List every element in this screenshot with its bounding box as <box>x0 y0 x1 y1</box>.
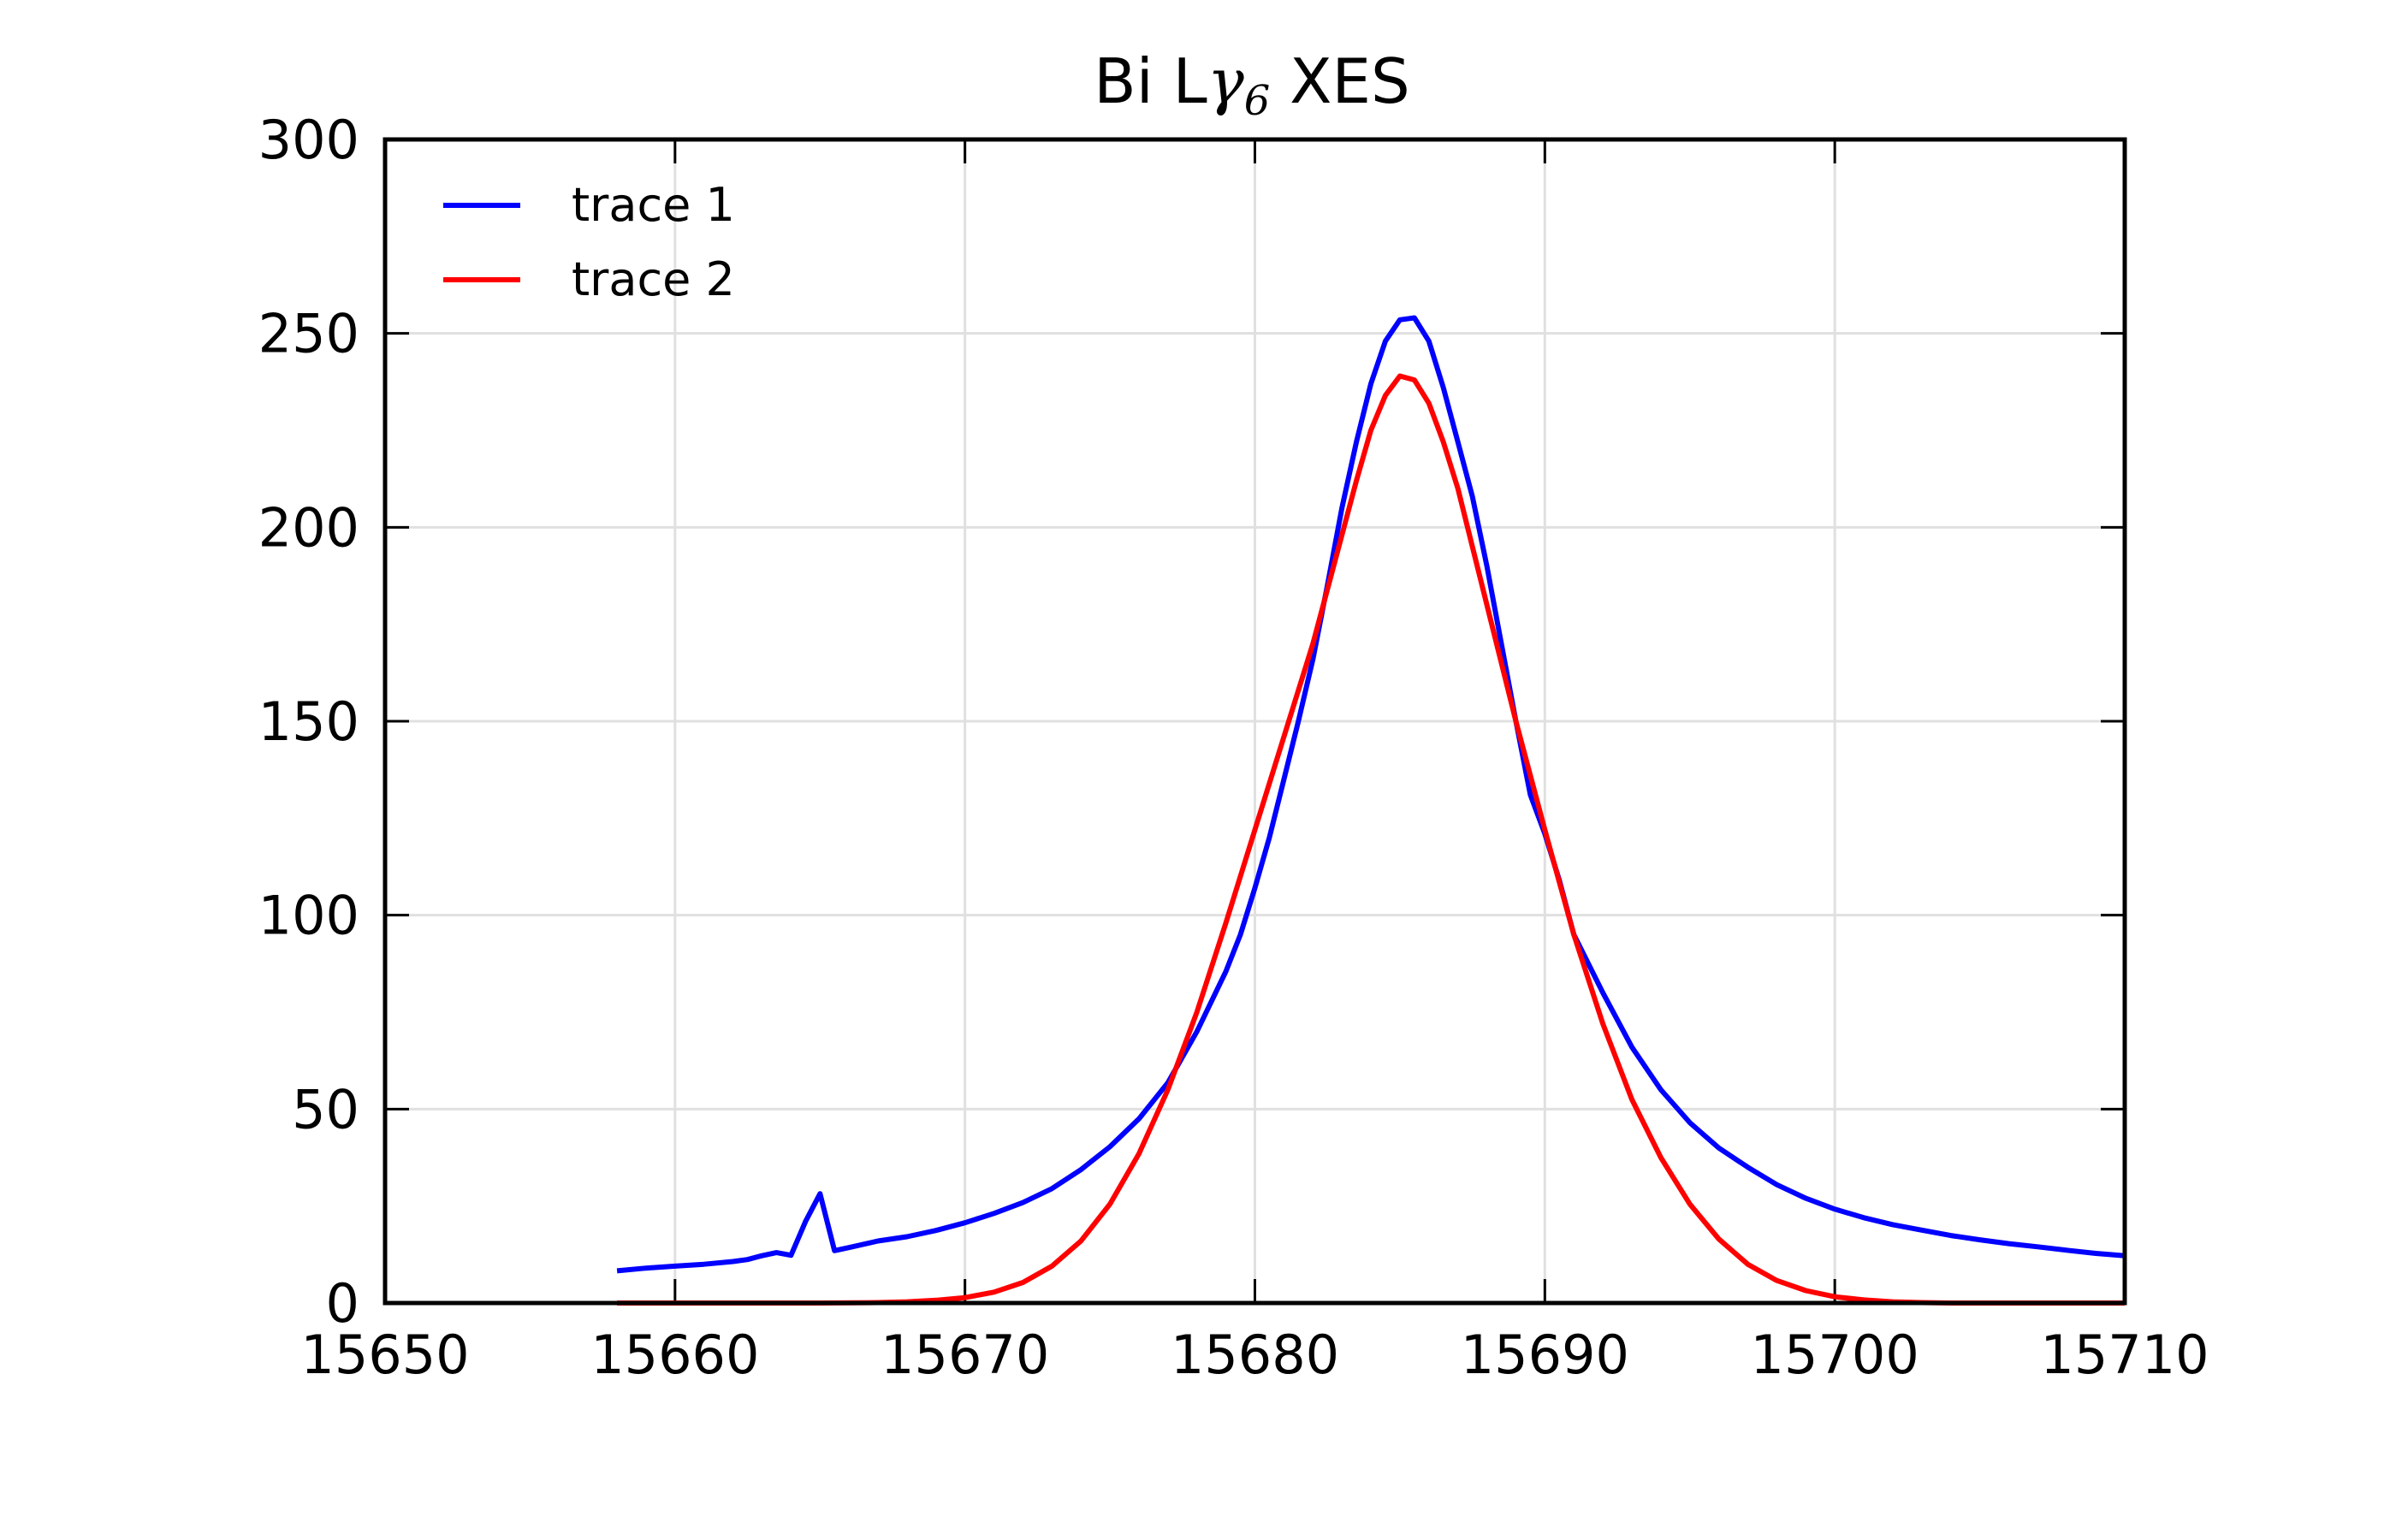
legend-label-1: trace 1 <box>572 178 735 232</box>
x-tick-label: 15680 <box>1171 1324 1339 1386</box>
x-tick-label: 15670 <box>881 1324 1049 1386</box>
y-tick-label: 300 <box>258 109 359 171</box>
y-tick-label: 200 <box>258 496 359 559</box>
legend-label-2: trace 2 <box>572 252 735 306</box>
x-tick-label: 15700 <box>1751 1324 1919 1386</box>
plot-frame <box>383 137 2127 1306</box>
chart-title-symbol: γ <box>1207 45 1245 117</box>
x-tick-label: 15710 <box>2040 1324 2209 1386</box>
grid <box>385 139 2125 1303</box>
chart-title-prefix: Bi L <box>1094 45 1207 117</box>
series-line-1 <box>616 315 2126 1274</box>
series-layer <box>616 315 2126 1306</box>
chart-title-suffix: XES <box>1270 45 1409 117</box>
x-tick-label: 15660 <box>590 1324 759 1386</box>
legend: trace 1 trace 2 <box>443 178 735 306</box>
chart-title-subscript: 6 <box>1244 77 1271 125</box>
y-tick-label: 250 <box>258 303 359 365</box>
series-line-2 <box>617 373 2125 1306</box>
y-tick-label: 50 <box>292 1078 359 1140</box>
y-tick-label: 150 <box>258 690 359 753</box>
tick-labels: 15650 15660 15670 15680 15690 15700 15710 0 50 10… <box>258 109 2209 1386</box>
x-tick-label: 15650 <box>300 1324 469 1386</box>
y-tick-label: 100 <box>258 885 359 947</box>
chart-title: Bi Lγ6 XES <box>1094 45 1409 125</box>
y-tick-label: 0 <box>326 1272 359 1335</box>
x-tick-label: 15690 <box>1461 1324 1629 1386</box>
